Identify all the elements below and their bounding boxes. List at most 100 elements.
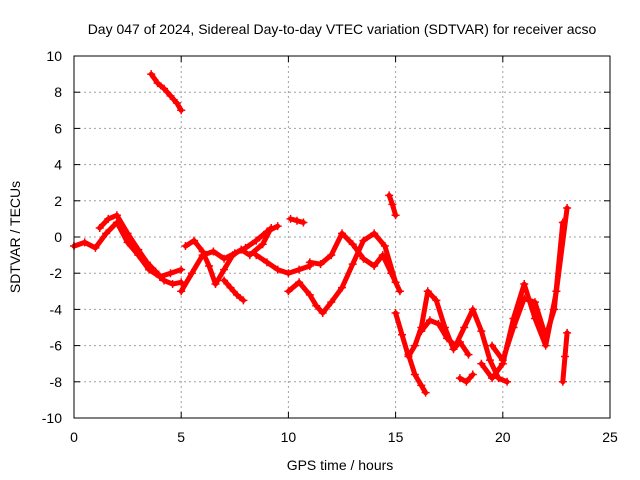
data-point <box>370 261 379 270</box>
chart-title: Day 047 of 2024, Sidereal Day-to-day VTE… <box>88 21 597 37</box>
data-point <box>563 204 572 213</box>
series-line <box>221 277 246 303</box>
series-arc-3 <box>147 70 186 115</box>
data-point <box>378 251 387 260</box>
data-point <box>220 265 229 274</box>
data-point <box>477 359 486 368</box>
data-point <box>498 356 507 365</box>
data-point <box>295 278 304 287</box>
data-point <box>220 276 229 285</box>
data-point <box>91 243 100 252</box>
data-point <box>316 260 325 269</box>
series-arc-8 <box>286 214 308 227</box>
data-point <box>488 374 497 383</box>
data-point <box>563 328 572 337</box>
data-point <box>404 350 413 359</box>
series-arc-15 <box>455 370 477 386</box>
data-point <box>434 319 443 328</box>
series-line <box>406 352 429 396</box>
data-point <box>391 211 400 220</box>
data-point <box>166 91 175 100</box>
x-axis-label: GPS time / hours <box>287 457 394 473</box>
data-point <box>292 216 301 225</box>
data-point <box>112 211 121 220</box>
data-point <box>177 106 186 115</box>
data-point <box>228 251 237 260</box>
data-point <box>410 370 419 379</box>
data-point <box>273 265 282 274</box>
y-tick-label: 10 <box>46 48 62 64</box>
y-tick-label: 4 <box>54 157 62 173</box>
y-tick-label: -10 <box>42 410 62 426</box>
data-point <box>468 370 477 379</box>
data-point <box>232 290 241 299</box>
data-point <box>558 377 567 386</box>
data-point <box>560 352 569 361</box>
data-point <box>520 280 529 289</box>
data-point <box>151 267 160 276</box>
y-tick-label: 8 <box>54 84 62 100</box>
series-arc-14 <box>417 305 512 386</box>
data-point <box>443 334 452 343</box>
data-point <box>134 245 143 254</box>
data-point <box>226 283 235 292</box>
y-tick-label: 2 <box>54 193 62 209</box>
y-tick-label: -2 <box>50 265 63 281</box>
y-axis-label: SDTVAR / TECUs <box>7 181 23 293</box>
data-point <box>286 214 295 223</box>
data-point <box>359 236 368 245</box>
series-line <box>97 212 184 287</box>
data-point <box>172 99 181 108</box>
data-point <box>388 200 397 209</box>
series-arc-17 <box>488 218 567 365</box>
data-points <box>70 70 572 397</box>
data-point <box>503 377 512 386</box>
data-point <box>147 70 156 79</box>
data-point <box>423 287 432 296</box>
data-point <box>541 341 550 350</box>
series-arc-13 <box>404 350 430 397</box>
data-point <box>123 238 132 247</box>
data-point <box>153 79 162 88</box>
data-point <box>421 388 430 397</box>
data-point <box>160 276 169 285</box>
data-point <box>370 229 379 238</box>
series-line <box>253 252 313 276</box>
data-point <box>432 296 441 305</box>
data-point <box>509 323 518 332</box>
y-tick-label: -6 <box>50 338 63 354</box>
x-tick-label: 10 <box>281 429 297 445</box>
data-point <box>425 316 434 325</box>
x-tick-label: 25 <box>602 429 618 445</box>
data-point <box>160 84 169 93</box>
data-point <box>488 341 497 350</box>
data-point <box>541 332 550 341</box>
data-point <box>177 287 186 296</box>
data-point <box>284 269 293 278</box>
data-point <box>305 290 314 299</box>
data-point <box>348 260 357 269</box>
series-arc-9 <box>284 229 400 318</box>
series-line <box>285 230 399 316</box>
data-point <box>181 242 190 251</box>
series-arc-11 <box>385 191 400 220</box>
data-point <box>252 251 261 260</box>
data-point <box>327 251 336 260</box>
data-point <box>205 261 214 270</box>
data-point <box>123 229 132 238</box>
data-point <box>198 247 207 256</box>
data-point <box>520 294 529 303</box>
series-arc-18 <box>558 328 572 386</box>
y-tick-label: -4 <box>50 301 63 317</box>
data-point <box>359 254 368 263</box>
data-point <box>262 258 271 267</box>
x-tick-label: 0 <box>70 429 78 445</box>
data-point <box>211 280 220 289</box>
data-point <box>417 327 426 336</box>
data-point <box>477 327 486 336</box>
data-point <box>468 305 477 314</box>
data-point <box>273 222 282 231</box>
data-point <box>258 240 267 249</box>
data-point <box>410 341 419 350</box>
